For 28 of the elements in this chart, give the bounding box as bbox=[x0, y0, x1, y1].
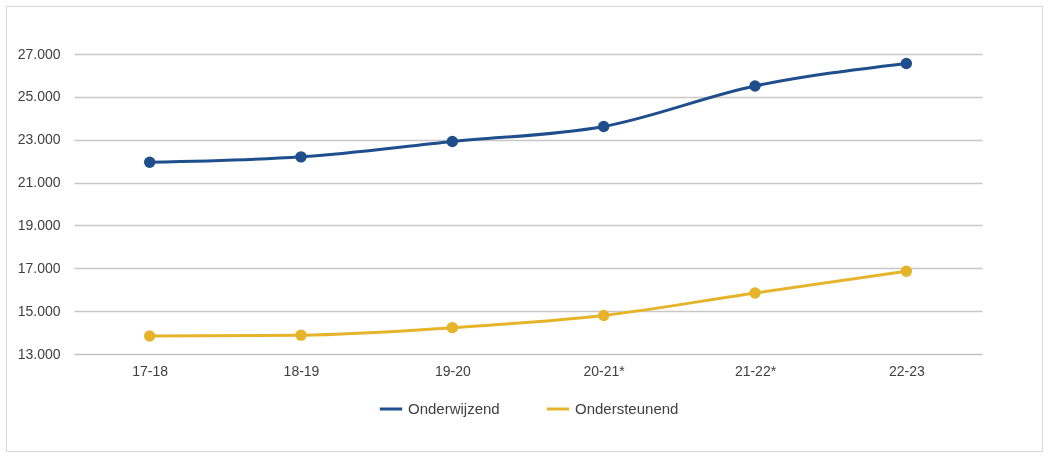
point bbox=[446, 321, 459, 334]
point bbox=[749, 287, 761, 299]
x-tick-label: 21-22* bbox=[734, 362, 777, 379]
point bbox=[446, 135, 459, 148]
y-tick-label: 15.000 bbox=[17, 302, 61, 319]
y-tick-label: 23.000 bbox=[17, 131, 61, 148]
point bbox=[597, 120, 610, 133]
point bbox=[597, 309, 610, 322]
point bbox=[143, 156, 156, 168]
point bbox=[295, 329, 307, 341]
y-tick-label: 21.000 bbox=[17, 174, 61, 191]
x-tick-label: 18-19 bbox=[283, 362, 320, 379]
y-tick-label: 13.000 bbox=[17, 345, 61, 362]
x-tick-label: 17-18 bbox=[132, 362, 169, 379]
y-tick-label: 17.000 bbox=[17, 259, 61, 276]
point bbox=[900, 57, 913, 70]
x-tick-label: 20-21* bbox=[583, 362, 626, 379]
point bbox=[295, 151, 307, 163]
x-tick-label: 19-20 bbox=[434, 362, 471, 379]
point bbox=[143, 330, 156, 342]
y-tick-label: 25.000 bbox=[17, 88, 61, 105]
legend-label: Onderwijzend bbox=[408, 400, 500, 417]
point bbox=[749, 80, 761, 92]
legend-label: Ondersteunend bbox=[575, 400, 679, 417]
point bbox=[900, 265, 913, 277]
x-tick-label: 22-23 bbox=[888, 362, 925, 379]
y-tick-label: 27.000 bbox=[17, 45, 61, 62]
y-tick-label: 19.000 bbox=[17, 216, 61, 233]
